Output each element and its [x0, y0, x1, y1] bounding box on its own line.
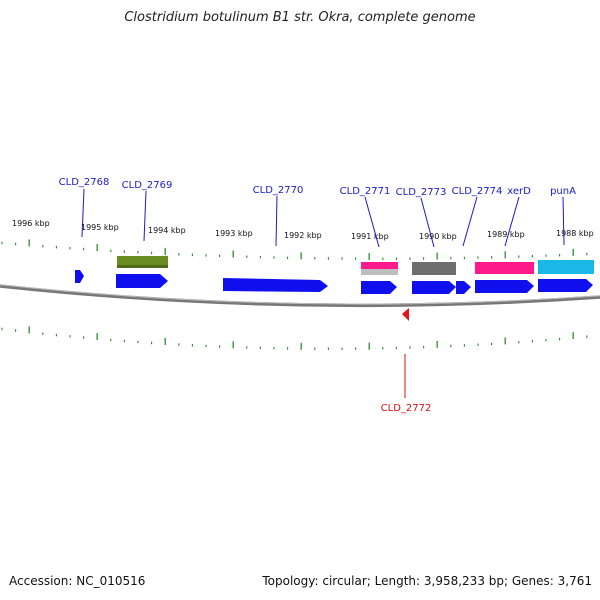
kbp-label: 1996 kbp [12, 219, 50, 228]
category-bar-magenta[interactable] [361, 262, 398, 269]
kbp-label: 1988 kbp [556, 229, 594, 238]
kbp-label: 1991 kbp [351, 232, 389, 241]
leader-line [562, 196, 565, 246]
leader-line [275, 195, 278, 247]
gene-label-cld-2771[interactable]: CLD_2771 [340, 186, 391, 197]
cds-arrow-cld-2768[interactable] [75, 270, 84, 283]
cds-arrow-cld-2772[interactable] [402, 308, 409, 321]
gene-label-cld-2773[interactable]: CLD_2773 [396, 187, 447, 198]
genome-backbone [0, 284, 600, 308]
map-title: Clostridium botulinum B1 str. Okra, comp… [124, 10, 476, 25]
leader-line [462, 196, 478, 247]
genome-summary-text: Topology: circular; Length: 3,958,233 bp… [262, 574, 592, 588]
gene-label-cld-2770[interactable]: CLD_2770 [253, 185, 304, 196]
category-bar-cyan[interactable] [538, 260, 594, 274]
leader-line [143, 190, 147, 242]
leader-line [504, 196, 520, 247]
category-bar-gray-light [361, 269, 398, 275]
cds-arrow-puna[interactable] [538, 279, 593, 292]
leader-line [81, 188, 85, 238]
gene-label-puna[interactable]: punA [550, 186, 576, 197]
genome-backbone-highlight [0, 284, 600, 305]
kbp-label: 1995 kbp [81, 223, 119, 232]
category-bar-olive-shade [117, 265, 168, 268]
gene-label-cld-2768[interactable]: CLD_2768 [59, 177, 110, 188]
kbp-labels: 1996 kbp 1995 kbp 1994 kbp 1993 kbp 1992… [12, 219, 594, 241]
kbp-label: 1990 kbp [419, 232, 457, 241]
gene-label-cld-2772[interactable]: CLD_2772 [381, 403, 432, 414]
cds-arrow-cld-2773[interactable] [412, 281, 456, 294]
gene-label-cld-2769[interactable]: CLD_2769 [122, 180, 173, 191]
cds-forward-track [75, 270, 593, 294]
accession-text: Accession: NC_010516 [9, 574, 146, 588]
cds-arrow-cld-2770[interactable] [223, 278, 328, 292]
gene-label-cld-2774[interactable]: CLD_2774 [452, 186, 503, 197]
category-bars [117, 256, 594, 275]
kbp-label: 1992 kbp [284, 231, 322, 240]
cds-arrow-cld-2774[interactable] [456, 281, 471, 294]
cds-arrow-cld-2771[interactable] [361, 281, 397, 294]
kbp-label: 1989 kbp [487, 230, 525, 239]
cds-arrow-cld-2769[interactable] [116, 274, 168, 288]
gene-label-xerd[interactable]: xerD [507, 186, 531, 197]
gene-labels: CLD_2768 CLD_2769 CLD_2770 CLD_2771 CLD_… [59, 177, 576, 198]
outer-tick-ring [1, 239, 588, 260]
inner-tick-ring [1, 326, 588, 350]
gene-leader-lines [81, 188, 565, 248]
category-bar-magenta[interactable] [475, 262, 534, 274]
category-bar-gray[interactable] [412, 262, 456, 275]
kbp-label: 1994 kbp [148, 226, 186, 235]
leader-line [420, 197, 435, 248]
cds-arrow-xerd[interactable] [475, 280, 534, 293]
kbp-label: 1993 kbp [215, 229, 253, 238]
leader-line [364, 196, 380, 248]
